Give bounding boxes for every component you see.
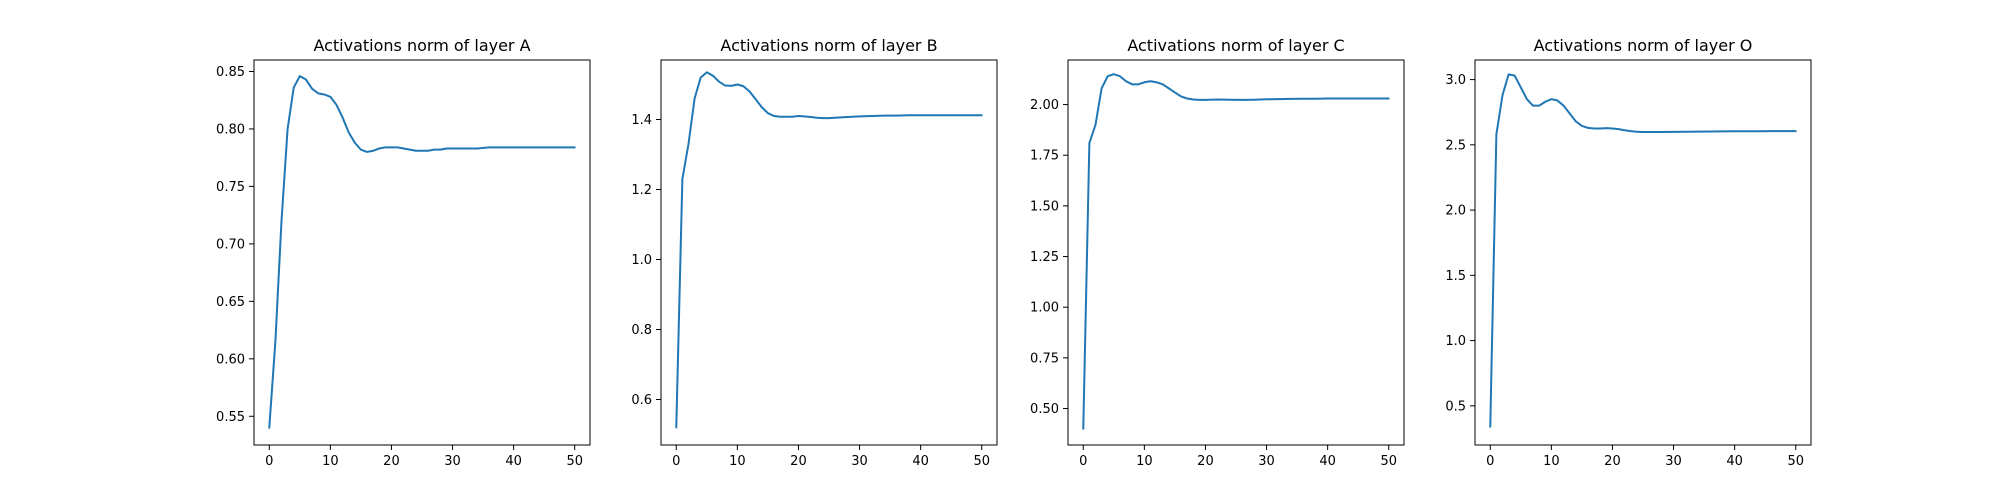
x-tick-label: 20 (383, 454, 400, 469)
y-tick-label: 1.00 (1030, 301, 1059, 316)
x-tick-label: 40 (505, 454, 522, 469)
x-tick-label: 10 (1136, 454, 1153, 469)
x-tick-label: 20 (1197, 454, 1214, 469)
axes-frame (1067, 59, 1405, 446)
y-tick-label: 0.70 (216, 237, 245, 252)
x-axis: 0 10 20 30 40 50 (672, 445, 990, 469)
x-tick-label: 20 (1604, 454, 1621, 469)
x-tick-label: 10 (322, 454, 339, 469)
chart-title: Activations norm of layer B (720, 36, 937, 55)
y-tick-label: 1.2 (631, 183, 652, 198)
y-tick-label: 0.60 (216, 352, 245, 367)
axes-frame (253, 59, 591, 446)
y-tick-label: 1.50 (1030, 199, 1059, 214)
y-tick-label: 1.75 (1030, 149, 1059, 164)
y-tick-label: 0.50 (1030, 402, 1059, 417)
series-line (268, 75, 576, 429)
axes-frame (1474, 59, 1812, 446)
y-tick-label: 0.6 (631, 393, 652, 408)
x-tick-label: 0 (1079, 454, 1087, 469)
x-axis: 0 10 20 30 40 50 (1079, 445, 1397, 469)
chart-panel-layer-c: Activations norm of layer C 0 10 20 30 40 50 … (1030, 36, 1405, 469)
x-axis: 0 10 20 30 40 50 (265, 445, 583, 469)
y-tick-label: 1.0 (631, 253, 652, 268)
chart-panel-layer-a: Activations norm of layer A 0 10 20 30 40 50 … (216, 36, 591, 469)
series-group (675, 71, 983, 429)
y-tick-label: 0.75 (1030, 351, 1059, 366)
y-axis: 0.6 0.8 1.0 1.2 1.4 (631, 113, 661, 408)
x-tick-label: 30 (1258, 454, 1275, 469)
x-tick-label: 10 (1543, 454, 1560, 469)
series-group (1489, 73, 1797, 428)
chart-title: Activations norm of layer C (1127, 36, 1344, 55)
x-axis: 0 10 20 30 40 50 (1486, 445, 1804, 469)
x-tick-label: 10 (729, 454, 746, 469)
y-tick-label: 1.5 (1445, 269, 1466, 284)
x-tick-label: 50 (566, 454, 583, 469)
y-axis: 0.55 0.60 0.65 0.70 0.75 0.80 0.85 (216, 65, 254, 425)
y-tick-label: 0.8 (631, 323, 652, 338)
x-tick-label: 40 (1726, 454, 1743, 469)
x-tick-label: 50 (1380, 454, 1397, 469)
chart-title: Activations norm of layer A (313, 36, 530, 55)
y-tick-label: 0.80 (216, 122, 245, 137)
y-tick-label: 0.85 (216, 65, 245, 80)
y-tick-label: 1.0 (1445, 334, 1466, 349)
y-tick-label: 2.5 (1445, 138, 1466, 153)
y-tick-label: 1.4 (631, 113, 652, 128)
x-tick-label: 30 (851, 454, 868, 469)
x-tick-label: 40 (1319, 454, 1336, 469)
series-line (1082, 73, 1390, 430)
series-line (1489, 73, 1797, 428)
x-tick-label: 40 (912, 454, 929, 469)
y-tick-label: 0.5 (1445, 399, 1466, 414)
y-axis: 0.5 1.0 1.5 2.0 2.5 3.0 (1445, 73, 1475, 414)
y-axis: 0.50 0.75 1.00 1.25 1.50 1.75 2.00 (1030, 98, 1068, 417)
x-tick-label: 0 (1486, 454, 1494, 469)
x-tick-label: 50 (973, 454, 990, 469)
series-group (268, 75, 576, 429)
x-tick-label: 20 (790, 454, 807, 469)
y-tick-label: 3.0 (1445, 73, 1466, 88)
x-tick-label: 50 (1787, 454, 1804, 469)
y-tick-label: 1.25 (1030, 250, 1059, 265)
series-group (1082, 73, 1390, 430)
y-tick-label: 0.75 (216, 180, 245, 195)
series-line (675, 71, 983, 429)
x-tick-label: 0 (672, 454, 680, 469)
y-tick-label: 2.00 (1030, 98, 1059, 113)
y-tick-label: 0.55 (216, 410, 245, 425)
axes-frame (660, 59, 998, 446)
y-tick-label: 0.65 (216, 295, 245, 310)
y-tick-label: 2.0 (1445, 204, 1466, 219)
x-tick-label: 0 (265, 454, 273, 469)
x-tick-label: 30 (1665, 454, 1682, 469)
chart-panel-layer-o: Activations norm of layer O 0 10 20 30 40 50 … (1445, 36, 1812, 469)
x-tick-label: 30 (444, 454, 461, 469)
chart-panel-layer-b: Activations norm of layer B 0 10 20 30 40 50 … (631, 36, 998, 469)
chart-title: Activations norm of layer O (1534, 36, 1753, 55)
